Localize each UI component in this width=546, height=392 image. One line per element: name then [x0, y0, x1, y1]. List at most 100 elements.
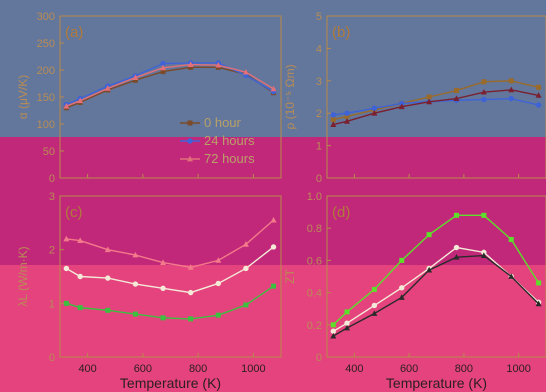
data-point: [270, 216, 277, 223]
data-point: [344, 110, 350, 116]
panel-3: 0 0.2 0.4 0.6 0.8 1.0 400 600 800 1000 ZT Temperatu…: [283, 191, 546, 391]
y-axis-label: ZT: [283, 269, 297, 284]
y-tick-label: 3: [49, 191, 55, 203]
data-point: [215, 312, 221, 318]
data-point: [63, 102, 70, 109]
data-point: [330, 112, 336, 118]
band-top: [0, 0, 546, 137]
data-point: [63, 265, 70, 272]
y-tick-label: 300: [37, 11, 55, 23]
panel-1: 0 1 2 3 4 5 ρ (10⁻⁵ Ωm) (b): [283, 11, 546, 185]
data-point: [243, 302, 249, 308]
x-tick-label: 1000: [506, 363, 530, 375]
panel-label: (a): [65, 24, 83, 41]
y-tick-label: 0: [316, 352, 322, 364]
data-point: [63, 300, 69, 306]
data-point: [330, 117, 336, 123]
axis-frame: [326, 195, 546, 358]
data-point: [536, 84, 542, 90]
y-tick-label: 0.8: [307, 223, 322, 235]
data-point: [160, 285, 166, 292]
x-tick-label: 400: [345, 363, 363, 375]
data-point: [344, 309, 350, 315]
data-point: [330, 328, 336, 334]
y-tick-label: 200: [37, 65, 55, 77]
y-tick-label: 1: [316, 141, 322, 153]
data-point: [104, 85, 111, 91]
y-tick-label: 2: [49, 245, 55, 257]
legend: 0 hour 24 hours 72 hours: [180, 115, 255, 166]
y-tick-label: 0.6: [307, 255, 322, 267]
y-tick-label: 50: [43, 146, 55, 158]
data-point: [398, 103, 405, 110]
data-point: [343, 324, 350, 331]
x-tick-label: 800: [455, 363, 473, 375]
data-point: [160, 259, 167, 265]
y-tick-label: 1: [49, 298, 55, 310]
y-tick-label: 5: [316, 11, 322, 23]
panel-2: 0 1 2 3 400 600 800 1000 λL (W/m·K) Temperature (…: [16, 191, 282, 391]
y-tick-label: 0.4: [307, 288, 322, 300]
data-point: [132, 251, 139, 258]
data-point: [344, 320, 350, 326]
data-point: [330, 332, 337, 339]
data-point: [160, 64, 167, 71]
data-point: [453, 253, 460, 260]
x-tick-label: 400: [78, 363, 96, 375]
data-point: [187, 264, 194, 270]
panel-0: 0 50 100 150 200 250 300 α (μV/K) (a) 0 hour 24 ho…: [16, 11, 282, 185]
data-point: [215, 257, 222, 263]
data-point: [371, 310, 378, 316]
data-point: [480, 252, 487, 258]
legend-marker: [187, 120, 193, 126]
legend-marker: [187, 138, 193, 144]
data-point: [480, 88, 487, 95]
data-point: [426, 98, 433, 105]
data-point: [508, 86, 515, 93]
data-point: [77, 237, 84, 243]
data-point: [481, 212, 487, 218]
data-point: [508, 273, 515, 279]
y-axis-label: α (μV/K): [16, 75, 30, 120]
data-point: [371, 286, 377, 292]
data-point: [481, 96, 487, 103]
data-point: [77, 273, 83, 280]
data-point: [132, 74, 139, 80]
data-point: [242, 68, 249, 75]
data-point: [187, 61, 194, 67]
data-point: [188, 64, 194, 70]
data-point: [270, 85, 277, 92]
y-tick-label: 3: [316, 76, 322, 88]
data-point: [132, 311, 138, 317]
data-point: [481, 249, 487, 256]
data-point: [242, 241, 249, 247]
panel-label: (d): [332, 204, 350, 221]
panel-label: (b): [332, 24, 350, 41]
data-point: [77, 97, 84, 104]
data-point: [371, 302, 378, 309]
y-tick-label: 250: [37, 38, 55, 50]
data-point: [77, 305, 83, 311]
y-tick-label: 150: [37, 92, 55, 104]
data-point: [371, 110, 378, 116]
legend-marker: [187, 155, 193, 162]
data-point: [243, 265, 249, 272]
data-point: [343, 118, 350, 124]
data-point: [481, 79, 487, 85]
panel-label: (c): [65, 204, 83, 221]
data-point: [536, 280, 542, 286]
data-point: [105, 307, 111, 313]
x-tick-label: 600: [400, 363, 418, 375]
data-point: [132, 77, 138, 83]
data-point: [453, 212, 459, 218]
data-point: [426, 266, 433, 273]
data-point: [535, 300, 542, 307]
data-point: [453, 95, 460, 102]
data-point: [63, 235, 70, 242]
x-tick-label: 800: [189, 363, 207, 375]
data-point: [426, 232, 432, 238]
y-axis-label: λL (W/m·K): [16, 246, 30, 306]
data-point: [330, 121, 337, 127]
data-point: [399, 100, 405, 107]
